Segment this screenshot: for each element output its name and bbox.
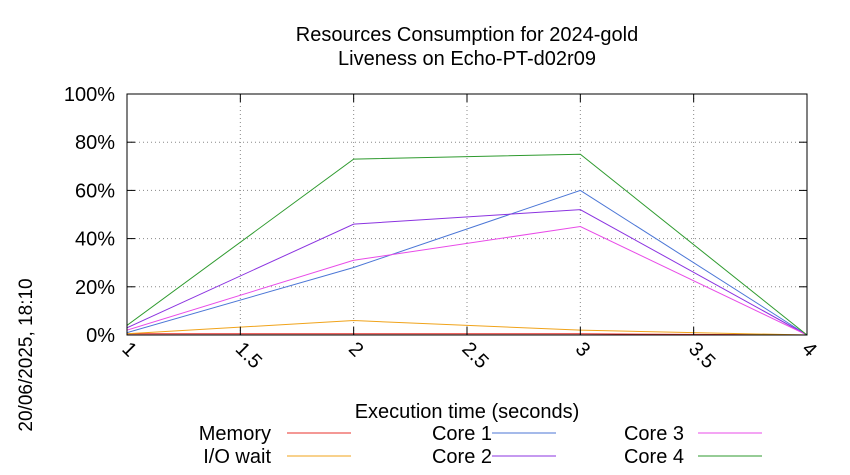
series-lines xyxy=(126,153,808,336)
legend-label-core-3: Core 3 xyxy=(624,423,684,445)
x-tick-label: 2.5 xyxy=(457,338,492,373)
legend-label-core-4: Core 4 xyxy=(624,446,684,468)
y-tick-label: 0% xyxy=(86,325,115,347)
y-tick-label: 80% xyxy=(75,132,115,154)
legend-label-core-2: Core 2 xyxy=(432,446,492,468)
legend-label-core-1: Core 1 xyxy=(432,423,492,445)
chart-subtitle: Liveness on Echo-PT-d02r09 xyxy=(338,48,596,70)
series-line-core-4 xyxy=(126,153,808,336)
axis-ticks: 0% 20% 40% 60% 80% 100% 1 1.5 2 2.5 3 3.5 4 xyxy=(64,84,821,373)
x-tick-label: 1.5 xyxy=(231,338,266,373)
series-line-core-3 xyxy=(126,226,808,336)
chart-title: Resources Consumption for 2024-gold xyxy=(296,24,638,46)
x-tick-label: 4 xyxy=(797,338,820,361)
legend-label-i-o-wait: I/O wait xyxy=(203,446,271,468)
y-tick-label: 60% xyxy=(75,180,115,202)
x-tick-label: 3 xyxy=(571,338,594,361)
series-line-core-1 xyxy=(126,189,808,336)
y-tick-label: 100% xyxy=(64,84,115,106)
series-line-core-2 xyxy=(126,209,808,336)
y-tick-label: 20% xyxy=(75,277,115,299)
x-tick-label: 2 xyxy=(344,338,367,361)
y-tick-label: 40% xyxy=(75,229,115,251)
legend-label-memory: Memory xyxy=(199,423,271,445)
timestamp-label: 20/06/2025, 18:10 xyxy=(16,278,37,431)
x-tick-label: 1 xyxy=(117,338,140,361)
x-tick-label: 3.5 xyxy=(684,338,719,373)
x-axis-label: Execution time (seconds) xyxy=(355,401,580,423)
